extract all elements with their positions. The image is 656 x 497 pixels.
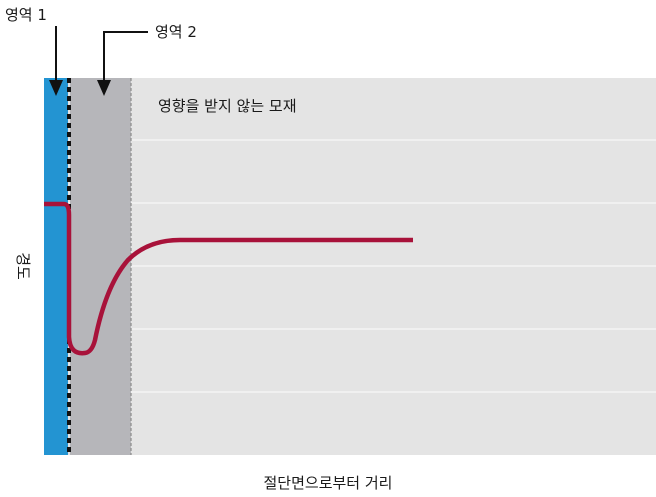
unaffected-base-label: 영향을 받지 않는 모재 — [158, 97, 297, 115]
y-axis-label: 경도 — [14, 252, 32, 280]
zone-2-pointer-line — [103, 31, 148, 84]
grid-lines — [44, 139, 656, 393]
hardness-curve — [44, 201, 413, 356]
zone-2-arrow-icon — [97, 80, 111, 96]
zone-1-label: 영역 1 — [5, 6, 47, 24]
zone-1-arrow-icon — [49, 80, 63, 96]
x-axis-label: 절단면으로부터 거리 — [264, 474, 393, 492]
zone-1-region — [44, 78, 68, 455]
zone-2-label: 영역 2 — [155, 23, 197, 41]
